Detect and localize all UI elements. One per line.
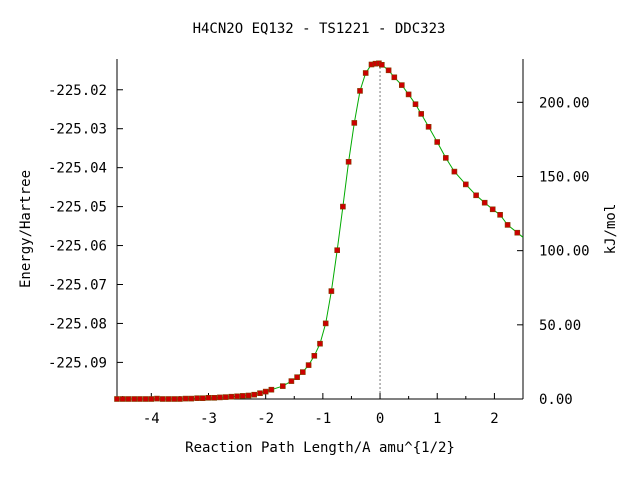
data-point [245, 392, 252, 399]
axis-ticks: -4 -3 -2 -1 0 1 2 -225.02 -225.03 -225.04 -225.05 -… [48, 83, 590, 427]
data-point [328, 288, 335, 294]
y-tick-label: -225.06 [48, 239, 107, 255]
data-point [240, 393, 246, 399]
y-tick-label: -225.05 [48, 200, 107, 216]
data-point [351, 120, 358, 126]
x-tick-label: -1 [314, 411, 331, 427]
data-point [188, 395, 195, 402]
data-point [442, 155, 449, 161]
data-point [362, 70, 369, 76]
data-point [262, 388, 269, 395]
data-point [279, 383, 286, 389]
data-point [177, 396, 183, 402]
data-point [340, 203, 346, 210]
data-point [137, 396, 143, 402]
y-tick-label: -225.02 [48, 83, 107, 99]
y2-tick-label: 100.00 [539, 244, 590, 260]
y-tick-label: -225.03 [48, 122, 107, 138]
data-point [425, 124, 432, 130]
data-point [154, 395, 160, 402]
y2-tick-label: 0.00 [539, 392, 573, 408]
data-point [412, 101, 419, 107]
data-point [125, 396, 132, 402]
data-point [228, 393, 235, 400]
data-point [322, 320, 329, 327]
data-point [418, 111, 425, 117]
data-point [357, 88, 363, 94]
data-point [234, 393, 240, 400]
data-point [142, 396, 149, 402]
data-point [317, 340, 323, 347]
y-tick-label: -225.07 [48, 277, 107, 293]
data-point [473, 192, 479, 199]
data-point [182, 395, 189, 402]
data-point [165, 396, 172, 402]
data-point [345, 159, 352, 165]
y-tick-label: -225.04 [48, 161, 107, 177]
data-point [171, 396, 177, 402]
data-point [489, 206, 496, 213]
data-point [334, 247, 341, 253]
data-point [200, 395, 206, 402]
x-tick-label: -2 [257, 411, 274, 427]
y-tick-label: -225.08 [48, 316, 107, 332]
data-point [288, 378, 295, 384]
y-axis-label: Energy/Hartree [18, 170, 34, 288]
data-point [194, 395, 200, 402]
data-point [205, 394, 212, 401]
data-point [434, 139, 441, 145]
data-point [148, 396, 155, 402]
y2-axis-label: kJ/mol [603, 204, 619, 255]
data-point [497, 212, 503, 218]
data-point [159, 396, 166, 402]
x-tick-label: -4 [143, 411, 160, 427]
data-point [451, 168, 458, 175]
x-tick-label: 0 [376, 411, 384, 427]
data-point [311, 352, 318, 359]
data-point [257, 390, 263, 397]
y2-tick-label: 150.00 [539, 169, 590, 185]
data-point [268, 386, 275, 393]
energy-series [114, 60, 524, 402]
data-point [462, 181, 469, 188]
data-point [514, 229, 521, 236]
data-point [131, 396, 137, 402]
data-point [119, 396, 126, 402]
data-point [398, 82, 405, 88]
x-axis-label: Reaction Path Length/A amu^{1/2} [185, 440, 455, 456]
data-point [391, 74, 398, 81]
y-tick-label: -225.09 [48, 355, 107, 371]
x-tick-label: 1 [433, 411, 441, 427]
data-point [251, 391, 257, 398]
data-point [481, 199, 488, 206]
x-tick-label: 2 [490, 411, 498, 427]
y2-tick-label: 200.00 [539, 95, 590, 111]
data-point [385, 67, 392, 74]
data-point [299, 369, 306, 375]
data-point [222, 394, 229, 400]
data-point [378, 61, 385, 68]
y2-tick-label: 50.00 [539, 318, 581, 334]
data-point [217, 394, 223, 401]
data-point [211, 394, 217, 401]
chart-title: H4CN2O EQ132 - TS1221 - DDC323 [193, 21, 446, 37]
data-point [114, 396, 120, 402]
x-tick-label: -3 [200, 411, 217, 427]
energy-curve [117, 62, 524, 400]
data-point [405, 91, 412, 98]
data-point [504, 222, 511, 228]
data-point [305, 362, 312, 368]
data-point [294, 374, 300, 381]
